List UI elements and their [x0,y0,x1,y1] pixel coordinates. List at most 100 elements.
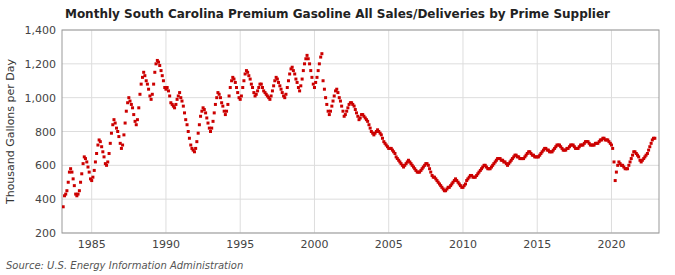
point [310,76,313,79]
point [345,110,348,113]
point [112,118,115,121]
point [250,83,253,86]
point [67,181,70,184]
point [629,160,632,163]
point [158,64,161,67]
point [152,83,155,86]
point [298,89,301,92]
point [276,78,279,81]
point [646,152,649,155]
point [125,110,128,113]
point [241,86,244,89]
point [320,52,323,55]
point [287,79,290,82]
point [336,91,339,94]
point [333,94,336,97]
point [338,96,341,99]
point [247,74,250,77]
x-grid-line [91,30,92,233]
point [173,106,176,109]
point [168,94,171,97]
point [210,127,213,130]
y-axis: 2004006008001,0001,2001,400 [25,24,57,240]
point [308,62,311,65]
point [317,69,320,72]
point [614,179,617,182]
point [84,157,87,160]
point [143,74,146,77]
point [150,98,153,101]
x-grid-line [240,30,241,233]
point [341,110,344,113]
point [288,72,291,75]
point [323,88,326,91]
point [204,111,207,114]
point [302,69,305,72]
point [146,83,149,86]
point [630,157,633,160]
point [294,78,297,81]
point [428,167,431,170]
point [319,56,322,59]
point [162,79,165,82]
point [277,81,280,84]
point [228,94,231,97]
point [340,105,343,108]
point [140,83,143,86]
point [291,66,294,69]
point [626,167,629,170]
point [93,169,96,172]
point [99,140,102,143]
point [306,54,309,57]
point [346,106,349,109]
point [369,127,372,130]
point [354,108,357,111]
point [197,132,200,135]
point [325,103,328,106]
point [281,91,284,94]
point [86,166,89,169]
point [313,86,316,89]
point [166,86,169,89]
point [72,177,75,180]
point [255,93,258,96]
point [105,164,108,167]
point [637,155,640,158]
point [136,118,139,121]
point [129,100,132,103]
point [330,105,333,108]
point [235,86,238,89]
point [225,110,228,113]
point [307,57,310,60]
point [464,182,467,185]
point [180,100,183,103]
plot-frame [62,30,659,233]
point [147,88,150,91]
x-grid-line [611,30,612,233]
chart: Monthly South Carolina Premium Gasoline … [0,0,675,275]
point [272,84,275,87]
point [309,69,312,72]
point [115,127,118,130]
point [647,149,650,152]
x-tick-label: 2020 [597,238,625,251]
point [236,91,239,94]
point [366,120,369,123]
point [215,96,218,99]
point [427,164,430,167]
point [332,100,335,103]
point [82,162,85,165]
x-tick-label: 2000 [300,238,328,251]
point [271,89,274,92]
point [174,103,177,106]
point [142,71,145,74]
point [314,81,317,84]
point [339,100,342,103]
point [212,120,215,123]
point [69,167,72,170]
x-grid-line [537,30,538,233]
point [186,123,189,126]
x-grid-line [462,30,463,233]
point [85,160,88,163]
point [246,71,249,74]
